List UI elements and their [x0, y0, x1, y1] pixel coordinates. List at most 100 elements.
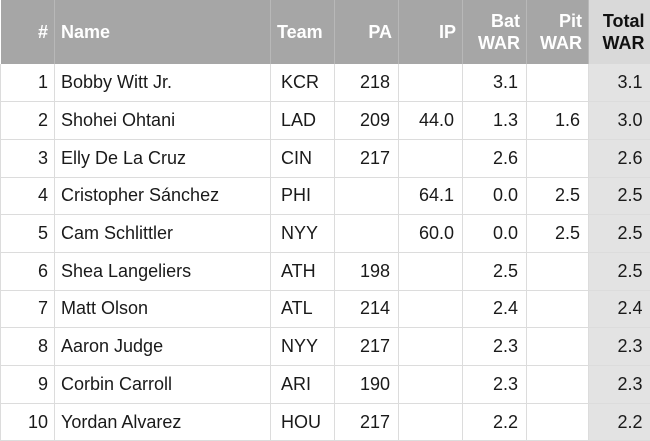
- cell-total-war: 2.5: [588, 252, 650, 291]
- header-total-war-line1: Total: [602, 11, 645, 31]
- cell-total-war: 2.5: [588, 214, 650, 253]
- cell-pit-war: [526, 403, 589, 441]
- header-bat-war-line1: Bat: [490, 11, 520, 31]
- cell-bat-war: 0.0: [462, 177, 527, 216]
- cell-ip: 64.1: [398, 177, 463, 216]
- table-body: 1 Bobby Witt Jr. KCR 218 3.1 3.1 2 Shohei Ohtan…: [0, 64, 650, 441]
- cell-pit-war: 2.5: [526, 177, 589, 216]
- cell-team: CIN: [270, 139, 335, 178]
- cell-total-war: 3.0: [588, 101, 650, 140]
- cell-pit-war: [526, 64, 589, 103]
- cell-pit-war: 1.6: [526, 101, 589, 140]
- cell-pit-war: [526, 252, 589, 291]
- cell-pa: 218: [334, 64, 399, 103]
- table-row[interactable]: 6 Shea Langeliers ATH 198 2.5 2.5: [0, 252, 650, 291]
- cell-rank: 6: [0, 252, 55, 291]
- cell-ip: [398, 327, 463, 366]
- header-name[interactable]: Name: [54, 0, 271, 64]
- cell-pa: 198: [334, 252, 399, 291]
- cell-total-war: 2.5: [588, 177, 650, 216]
- cell-pa: 190: [334, 365, 399, 404]
- cell-team: HOU: [270, 403, 335, 441]
- cell-rank: 3: [0, 139, 55, 178]
- cell-pa: [334, 177, 399, 216]
- cell-ip: 44.0: [398, 101, 463, 140]
- cell-rank: 7: [0, 290, 55, 329]
- header-row: # Name Team PA IP Bat WAR Pit WAR Total …: [0, 0, 650, 64]
- cell-bat-war: 1.3: [462, 101, 527, 140]
- cell-total-war: 2.2: [588, 403, 650, 441]
- cell-player-name: Corbin Carroll: [54, 365, 271, 404]
- cell-pit-war: [526, 290, 589, 329]
- cell-pa: 217: [334, 403, 399, 441]
- table-row[interactable]: 1 Bobby Witt Jr. KCR 218 3.1 3.1: [0, 64, 650, 103]
- cell-rank: 2: [0, 101, 55, 140]
- cell-player-name: Aaron Judge: [54, 327, 271, 366]
- cell-ip: [398, 252, 463, 291]
- table-row[interactable]: 7 Matt Olson ATL 214 2.4 2.4: [0, 290, 650, 329]
- cell-rank: 8: [0, 327, 55, 366]
- cell-ip: [398, 403, 463, 441]
- cell-pa: 217: [334, 139, 399, 178]
- header-team[interactable]: Team: [270, 0, 335, 64]
- table-row[interactable]: 2 Shohei Ohtani LAD 209 44.0 1.3 1.6 3.0: [0, 101, 650, 140]
- table-row[interactable]: 5 Cam Schlittler NYY 60.0 0.0 2.5 2.5: [0, 214, 650, 253]
- cell-bat-war: 2.5: [462, 252, 527, 291]
- cell-ip: [398, 139, 463, 178]
- cell-rank: 10: [0, 403, 55, 441]
- cell-player-name: Cristopher Sánchez: [54, 177, 271, 216]
- cell-team: PHI: [270, 177, 335, 216]
- header-ip[interactable]: IP: [398, 0, 463, 64]
- cell-team: ATH: [270, 252, 335, 291]
- cell-pa: 217: [334, 327, 399, 366]
- header-pit-war-line1: Pit: [558, 11, 582, 31]
- cell-ip: 60.0: [398, 214, 463, 253]
- cell-bat-war: 3.1: [462, 64, 527, 103]
- table-row[interactable]: 3 Elly De La Cruz CIN 217 2.6 2.6: [0, 139, 650, 178]
- header-pa[interactable]: PA: [334, 0, 399, 64]
- cell-pit-war: [526, 327, 589, 366]
- header-rank[interactable]: #: [0, 0, 55, 64]
- table-row[interactable]: 8 Aaron Judge NYY 217 2.3 2.3: [0, 327, 650, 366]
- cell-pa: 209: [334, 101, 399, 140]
- cell-total-war: 2.3: [588, 365, 650, 404]
- table-row[interactable]: 9 Corbin Carroll ARI 190 2.3 2.3: [0, 365, 650, 404]
- table-row[interactable]: 4 Cristopher Sánchez PHI 64.1 0.0 2.5 2.5: [0, 177, 650, 216]
- cell-total-war: 2.6: [588, 139, 650, 178]
- cell-team: ATL: [270, 290, 335, 329]
- table-header: # Name Team PA IP Bat WAR Pit WAR Total …: [0, 0, 650, 64]
- cell-player-name: Elly De La Cruz: [54, 139, 271, 178]
- cell-player-name: Bobby Witt Jr.: [54, 64, 271, 103]
- cell-ip: [398, 290, 463, 329]
- cell-rank: 5: [0, 214, 55, 253]
- cell-bat-war: 2.2: [462, 403, 527, 441]
- header-bat-war-line2: WAR: [478, 33, 520, 53]
- cell-team: KCR: [270, 64, 335, 103]
- header-pit-war-line2: WAR: [540, 33, 582, 53]
- cell-bat-war: 2.6: [462, 139, 527, 178]
- header-pit-war[interactable]: Pit WAR: [526, 0, 589, 64]
- cell-team: LAD: [270, 101, 335, 140]
- cell-bat-war: 2.3: [462, 327, 527, 366]
- cell-player-name: Shea Langeliers: [54, 252, 271, 291]
- cell-bat-war: 2.4: [462, 290, 527, 329]
- header-total-war[interactable]: Total WAR: [588, 0, 650, 64]
- header-bat-war[interactable]: Bat WAR: [462, 0, 527, 64]
- cell-team: NYY: [270, 327, 335, 366]
- cell-rank: 9: [0, 365, 55, 404]
- cell-pa: 214: [334, 290, 399, 329]
- cell-bat-war: 2.3: [462, 365, 527, 404]
- cell-rank: 4: [0, 177, 55, 216]
- cell-pit-war: [526, 365, 589, 404]
- cell-player-name: Matt Olson: [54, 290, 271, 329]
- cell-total-war: 3.1: [588, 64, 650, 103]
- table-row[interactable]: 10 Yordan Alvarez HOU 217 2.2 2.2: [0, 403, 650, 441]
- cell-pit-war: 2.5: [526, 214, 589, 253]
- cell-player-name: Shohei Ohtani: [54, 101, 271, 140]
- cell-total-war: 2.4: [588, 290, 650, 329]
- cell-bat-war: 0.0: [462, 214, 527, 253]
- cell-pit-war: [526, 139, 589, 178]
- cell-team: ARI: [270, 365, 335, 404]
- cell-pa: [334, 214, 399, 253]
